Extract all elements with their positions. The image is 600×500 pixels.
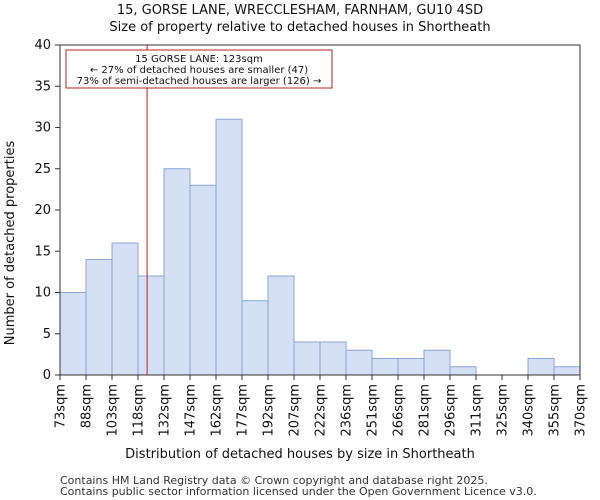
x-tick-label: 236sqm: [340, 384, 355, 437]
x-tick-label: 251sqm: [366, 384, 381, 437]
annotation-line3: 73% of semi-detached houses are larger (…: [77, 76, 322, 87]
x-tick-label: 340sqm: [522, 384, 537, 437]
x-tick-label: 207sqm: [288, 384, 303, 437]
x-tick-label: 88sqm: [80, 384, 95, 428]
x-tick-label: 311sqm: [470, 384, 485, 437]
bar-207sqm: [293, 341, 321, 376]
y-tick-label: 30: [34, 121, 51, 136]
bar-118sqm: [137, 275, 165, 376]
bar-355sqm: [553, 366, 581, 376]
chart-title-line2: Size of property relative to detached ho…: [109, 20, 490, 35]
x-tick-label: 103sqm: [106, 384, 121, 437]
y-tick-label: 25: [34, 162, 51, 177]
y-axis-ticks: 0 5 10 15 20 25 30 35 40: [34, 38, 60, 383]
x-tick-label: 162sqm: [210, 384, 225, 437]
y-tick-label: 15: [34, 244, 51, 259]
y-tick-label: 35: [34, 79, 51, 94]
annotation-line2: ← 27% of detached houses are smaller (47…: [90, 65, 308, 76]
bar-266sqm: [397, 358, 425, 376]
x-tick-label: 132sqm: [158, 384, 173, 437]
annotation-box: 15 GORSE LANE: 123sqm ← 27% of detached …: [65, 49, 333, 89]
x-tick-label: 118sqm: [132, 384, 147, 437]
x-tick-label: 281sqm: [418, 384, 433, 437]
footer-line2: Contains public sector information licen…: [60, 485, 537, 498]
bar-296sqm: [449, 366, 477, 376]
x-tick-label: 73sqm: [54, 384, 69, 428]
y-tick-label: 40: [34, 38, 51, 53]
bars-group: [59, 118, 581, 376]
bar-132sqm: [163, 168, 191, 376]
bar-88sqm: [85, 259, 113, 376]
x-tick-label: 222sqm: [314, 384, 329, 437]
footer-line1: Contains HM Land Registry data © Crown c…: [60, 474, 488, 487]
annotation-line1: 15 GORSE LANE: 123sqm: [135, 54, 263, 65]
bar-177sqm: [241, 300, 269, 376]
bar-192sqm: [267, 275, 295, 376]
bar-236sqm: [345, 349, 373, 376]
x-axis-ticks: 73sqm 88sqm 103sqm 118sqm 132sqm 147sqm 162sqm…: [54, 375, 589, 437]
y-tick-label: 5: [43, 327, 51, 342]
y-axis-label: Number of detached properties: [3, 141, 18, 346]
x-axis-label: Distribution of detached houses by size …: [125, 447, 475, 462]
y-tick-label: 10: [34, 286, 51, 301]
annotation-border: [65, 49, 333, 89]
x-tick-label: 266sqm: [392, 384, 407, 437]
x-tick-label: 192sqm: [262, 384, 277, 437]
bar-103sqm: [111, 242, 139, 376]
x-tick-label: 355sqm: [548, 384, 563, 437]
chart-title-line1: 15, GORSE LANE, WRECCLESHAM, FARNHAM, GU…: [117, 3, 483, 18]
bar-147sqm: [189, 184, 217, 376]
x-tick-label: 296sqm: [444, 384, 459, 437]
bar-251sqm: [371, 358, 399, 376]
x-tick-label: 370sqm: [574, 384, 589, 437]
bar-162sqm: [215, 118, 243, 376]
bar-340sqm: [527, 358, 555, 376]
bar-73sqm: [59, 292, 87, 376]
plot-frame: [59, 44, 581, 376]
x-tick-label: 325sqm: [496, 384, 511, 437]
x-tick-label: 147sqm: [184, 384, 199, 437]
bar-281sqm: [423, 349, 451, 376]
bar-222sqm: [319, 341, 347, 376]
y-tick-label: 0: [43, 368, 51, 383]
x-tick-label: 177sqm: [236, 384, 251, 437]
y-tick-label: 20: [34, 203, 51, 218]
